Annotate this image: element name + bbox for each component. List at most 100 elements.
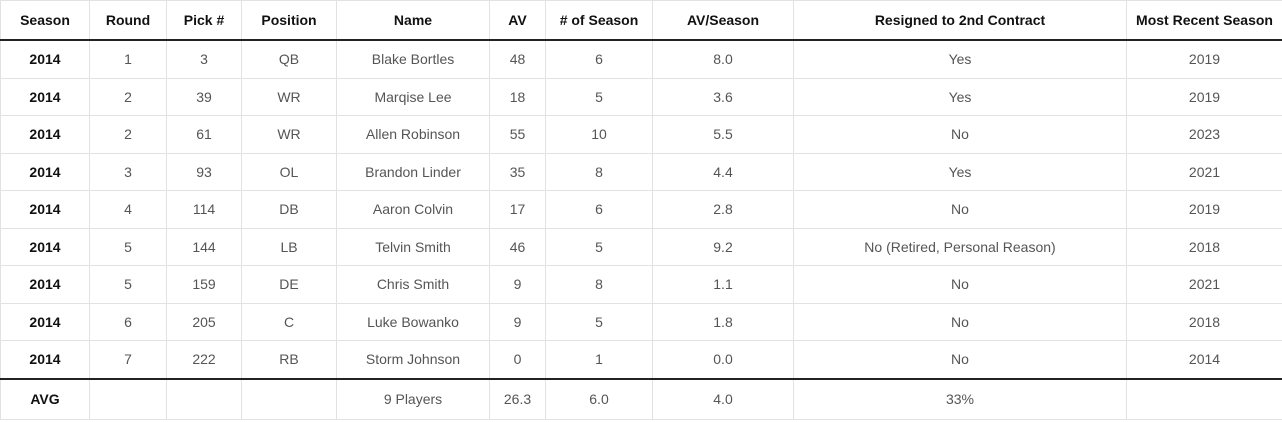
cell-seasons: 8 xyxy=(545,265,653,304)
cell-seasons: 1 xyxy=(545,340,653,379)
cell-season: 2014 xyxy=(0,302,90,341)
cell-av-per-season: 8.0 xyxy=(652,39,794,79)
cell-season: 2014 xyxy=(0,227,90,266)
cell-name: Chris Smith xyxy=(336,265,490,304)
header-row: Season Round Pick # Position Name AV # o… xyxy=(0,0,1282,41)
cell-av-per-season: 5.5 xyxy=(652,115,794,154)
table-body: 2014 1 3 QB Blake Bortles 48 6 8.0 Yes 2019 2014 2 3… xyxy=(0,39,1282,379)
cell-most-recent-season: 2019 xyxy=(1126,190,1282,229)
cell-resigned: No (Retired, Personal Reason) xyxy=(793,227,1127,266)
cell-position: LB xyxy=(241,227,337,266)
cell-round: 2 xyxy=(89,115,167,154)
column-header-round[interactable]: Round xyxy=(89,0,167,41)
cell-resigned: No xyxy=(793,265,1127,304)
cell-position: WR xyxy=(241,77,337,116)
cell-pick: 93 xyxy=(166,152,242,191)
cell-position: DE xyxy=(241,265,337,304)
cell-seasons: 8 xyxy=(545,152,653,191)
column-header-position[interactable]: Position xyxy=(241,0,337,41)
cell-round: 2 xyxy=(89,77,167,116)
cell-round: 5 xyxy=(89,265,167,304)
column-header-av-per-season[interactable]: AV/Season xyxy=(652,0,794,41)
cell-most-recent-season: 2019 xyxy=(1126,77,1282,116)
cell-pick: 39 xyxy=(166,77,242,116)
cell-season: 2014 xyxy=(0,77,90,116)
average-av-per-season: 4.0 xyxy=(652,377,794,420)
cell-name: Marqise Lee xyxy=(336,77,490,116)
column-header-name[interactable]: Name xyxy=(336,0,490,41)
cell-position: QB xyxy=(241,39,337,79)
average-av: 26.3 xyxy=(489,377,546,420)
cell-pick: 222 xyxy=(166,340,242,379)
table-row: 2014 3 93 OL Brandon Linder 35 8 4.4 Yes 2021 xyxy=(0,152,1282,191)
cell-name: Storm Johnson xyxy=(336,340,490,379)
average-row: AVG 9 Players 26.3 6.0 4.0 33% xyxy=(0,377,1282,420)
cell-seasons: 6 xyxy=(545,39,653,79)
column-header-most-recent-season[interactable]: Most Recent Season xyxy=(1126,0,1282,41)
table-row: 2014 6 205 C Luke Bowanko 9 5 1.8 No 2018 xyxy=(0,302,1282,341)
average-cell xyxy=(166,377,242,420)
cell-pick: 114 xyxy=(166,190,242,229)
cell-av: 17 xyxy=(489,190,546,229)
average-label: AVG xyxy=(0,377,90,420)
cell-pick: 144 xyxy=(166,227,242,266)
cell-pick: 205 xyxy=(166,302,242,341)
cell-name: Brandon Linder xyxy=(336,152,490,191)
cell-resigned: Yes xyxy=(793,152,1127,191)
cell-av: 35 xyxy=(489,152,546,191)
cell-pick: 61 xyxy=(166,115,242,154)
average-resigned-rate: 33% xyxy=(793,377,1127,420)
cell-season: 2014 xyxy=(0,152,90,191)
cell-seasons: 6 xyxy=(545,190,653,229)
cell-most-recent-season: 2014 xyxy=(1126,340,1282,379)
cell-round: 1 xyxy=(89,39,167,79)
table-row: 2014 4 114 DB Aaron Colvin 17 6 2.8 No 2019 xyxy=(0,190,1282,229)
table-row: 2014 5 144 LB Telvin Smith 46 5 9.2 No (Retired,… xyxy=(0,227,1282,266)
cell-name: Telvin Smith xyxy=(336,227,490,266)
cell-position: OL xyxy=(241,152,337,191)
cell-round: 7 xyxy=(89,340,167,379)
cell-name: Blake Bortles xyxy=(336,39,490,79)
cell-name: Aaron Colvin xyxy=(336,190,490,229)
cell-pick: 3 xyxy=(166,39,242,79)
average-cell xyxy=(241,377,337,420)
cell-resigned: Yes xyxy=(793,39,1127,79)
column-header-av[interactable]: AV xyxy=(489,0,546,41)
cell-av: 18 xyxy=(489,77,546,116)
table-row: 2014 1 3 QB Blake Bortles 48 6 8.0 Yes 2019 xyxy=(0,39,1282,79)
cell-most-recent-season: 2018 xyxy=(1126,302,1282,341)
average-seasons: 6.0 xyxy=(545,377,653,420)
cell-season: 2014 xyxy=(0,265,90,304)
cell-resigned: Yes xyxy=(793,77,1127,116)
cell-av-per-season: 3.6 xyxy=(652,77,794,116)
cell-av-per-season: 1.1 xyxy=(652,265,794,304)
table-row: 2014 5 159 DE Chris Smith 9 8 1.1 No 2021 xyxy=(0,265,1282,304)
column-header-pick[interactable]: Pick # xyxy=(166,0,242,41)
column-header-resigned[interactable]: Resigned to 2nd Contract xyxy=(793,0,1127,41)
cell-av-per-season: 1.8 xyxy=(652,302,794,341)
cell-av-per-season: 2.8 xyxy=(652,190,794,229)
cell-round: 5 xyxy=(89,227,167,266)
cell-resigned: No xyxy=(793,302,1127,341)
cell-pick: 159 xyxy=(166,265,242,304)
cell-seasons: 10 xyxy=(545,115,653,154)
cell-seasons: 5 xyxy=(545,227,653,266)
cell-resigned: No xyxy=(793,115,1127,154)
cell-position: C xyxy=(241,302,337,341)
column-header-seasons[interactable]: # of Season xyxy=(545,0,653,41)
average-player-count: 9 Players xyxy=(336,377,490,420)
cell-resigned: No xyxy=(793,190,1127,229)
cell-av: 0 xyxy=(489,340,546,379)
cell-av-per-season: 0.0 xyxy=(652,340,794,379)
average-cell xyxy=(89,377,167,420)
cell-av: 9 xyxy=(489,265,546,304)
cell-season: 2014 xyxy=(0,340,90,379)
cell-round: 6 xyxy=(89,302,167,341)
cell-round: 3 xyxy=(89,152,167,191)
cell-season: 2014 xyxy=(0,115,90,154)
average-cell xyxy=(1126,377,1282,420)
cell-av: 46 xyxy=(489,227,546,266)
cell-av-per-season: 4.4 xyxy=(652,152,794,191)
cell-av: 48 xyxy=(489,39,546,79)
column-header-season[interactable]: Season xyxy=(0,0,90,41)
